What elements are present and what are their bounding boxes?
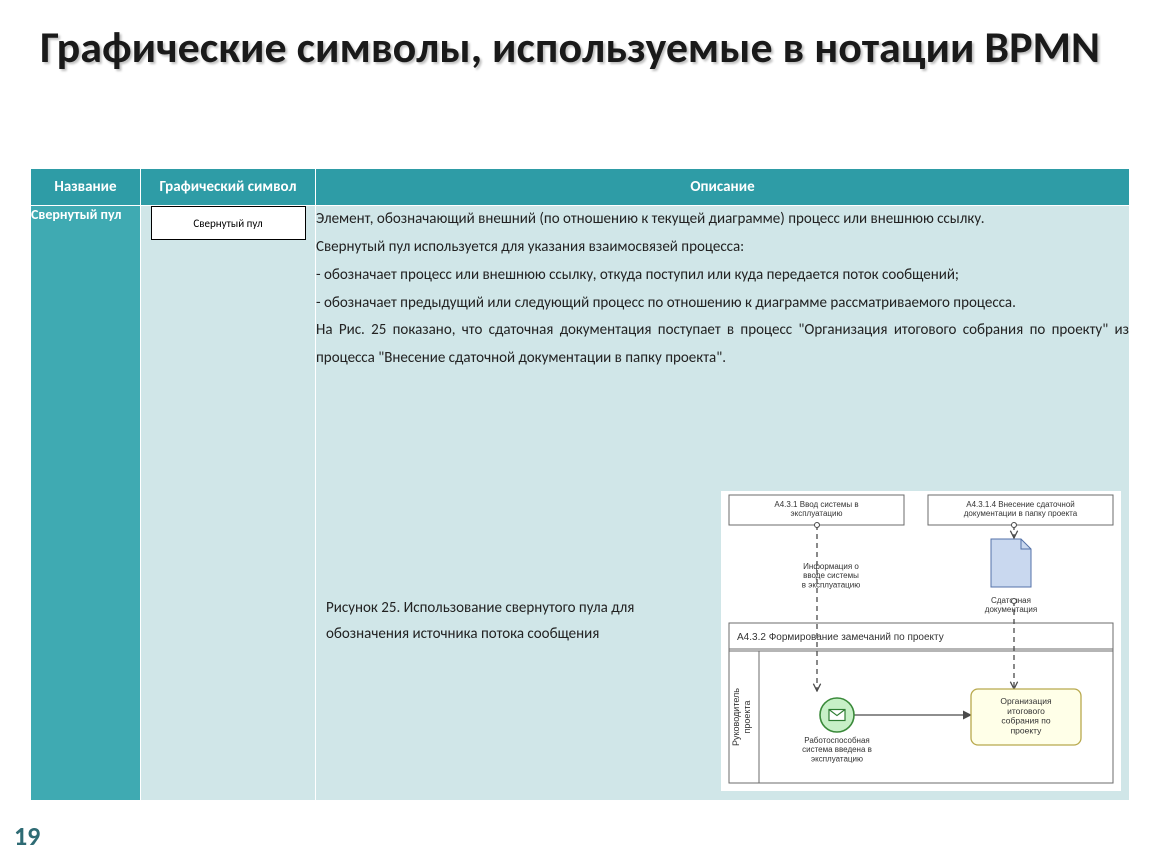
col-header-symbol: Графический символ bbox=[141, 169, 316, 206]
footer-accent-yellow bbox=[0, 808, 540, 864]
row-symbol-cell: Свернутый пул bbox=[141, 206, 316, 801]
svg-text:Информация овводе системыв экс: Информация овводе системыв эксплуатацию bbox=[802, 562, 860, 589]
symbols-table: Название Графический символ Описание Све… bbox=[30, 168, 1130, 801]
col-header-desc: Описание bbox=[316, 169, 1130, 206]
svg-text:А4.3.1.4 Внесение сдаточнойдок: А4.3.1.4 Внесение сдаточнойдокументации … bbox=[964, 500, 1078, 518]
collapsed-pool-symbol: Свернутый пул bbox=[151, 206, 306, 240]
page-number: 19 bbox=[14, 820, 40, 852]
row-desc-cell: Элемент, обозначающий внешний (по отноше… bbox=[316, 206, 1130, 801]
svg-text:Работоспособнаясистема введена: Работоспособнаясистема введена вэксплуат… bbox=[802, 736, 872, 763]
figure-caption: Рисунок 25. Использование свернутого пул… bbox=[326, 596, 696, 647]
footer-accent-dark bbox=[0, 820, 700, 864]
row-name-cell: Свернутый пул bbox=[31, 206, 141, 801]
slide: Графические символы, используемые в нота… bbox=[0, 0, 1150, 864]
col-header-name: Название bbox=[31, 169, 141, 206]
bpmn-diagram-svg: А4.3.1 Ввод системы вэксплуатациюА4.3.1.… bbox=[721, 491, 1121, 791]
row-description: Элемент, обозначающий внешний (по отноше… bbox=[316, 206, 1129, 373]
bpmn-diagram: А4.3.1 Ввод системы вэксплуатациюА4.3.1.… bbox=[721, 491, 1121, 791]
svg-text:А4.3.2 Формирование замечаний: А4.3.2 Формирование замечаний по проекту bbox=[737, 632, 944, 643]
slide-title: Графические символы, используемые в нота… bbox=[40, 20, 1120, 75]
table-row: Свернутый пул Свернутый пул Элемент, обо… bbox=[31, 206, 1130, 801]
table-header-row: Название Графический символ Описание bbox=[31, 169, 1130, 206]
svg-text:Сдаточнаядокументация: Сдаточнаядокументация bbox=[985, 596, 1037, 614]
